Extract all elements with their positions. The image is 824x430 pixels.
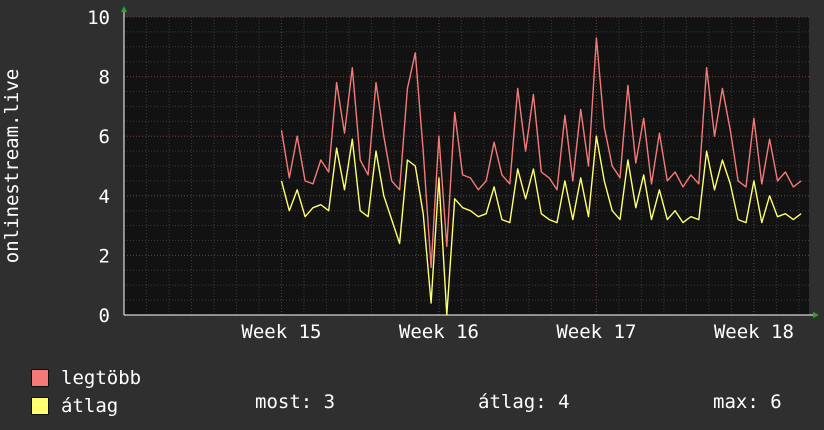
stat-max: max: 6 <box>713 391 782 413</box>
y-tick-label: 8 <box>99 67 110 89</box>
legend-label-avg: átlag <box>61 395 119 417</box>
y-axis-arrow <box>121 6 127 12</box>
stat-now: most: 3 <box>255 391 336 413</box>
x-tick-label: Week 18 <box>714 321 794 343</box>
legend-item-max: legtöbb <box>31 364 141 392</box>
series-layer <box>280 37 802 316</box>
x-axis-arrow <box>813 312 819 318</box>
y-axis-label: onlinestream.live <box>1 69 23 263</box>
y-tick-label: 4 <box>99 186 110 208</box>
legend: legtöbb átlag <box>31 364 141 420</box>
y-tick-label: 6 <box>99 126 110 148</box>
stat-average: átlag: 4 <box>478 391 570 413</box>
y-tick-label: 2 <box>99 245 110 267</box>
x-tick-label: Week 17 <box>556 321 636 343</box>
legend-swatch-max <box>31 369 49 387</box>
grid <box>123 16 809 316</box>
legend-item-avg: átlag <box>31 392 141 420</box>
tick-labels: 0 2 4 6 8 10 Week 15 Week 16 Week 17 Week 18 <box>87 7 794 343</box>
x-tick-label: Week 16 <box>399 321 479 343</box>
legend-label-max: legtöbb <box>61 367 142 389</box>
series-line-1 <box>280 135 802 316</box>
series-line-0 <box>280 37 802 268</box>
y-tick-label: 0 <box>99 305 110 327</box>
y-tick-label: 10 <box>87 7 110 29</box>
legend-swatch-avg <box>31 397 49 415</box>
axes <box>121 6 819 318</box>
x-tick-label: Week 15 <box>241 321 321 343</box>
